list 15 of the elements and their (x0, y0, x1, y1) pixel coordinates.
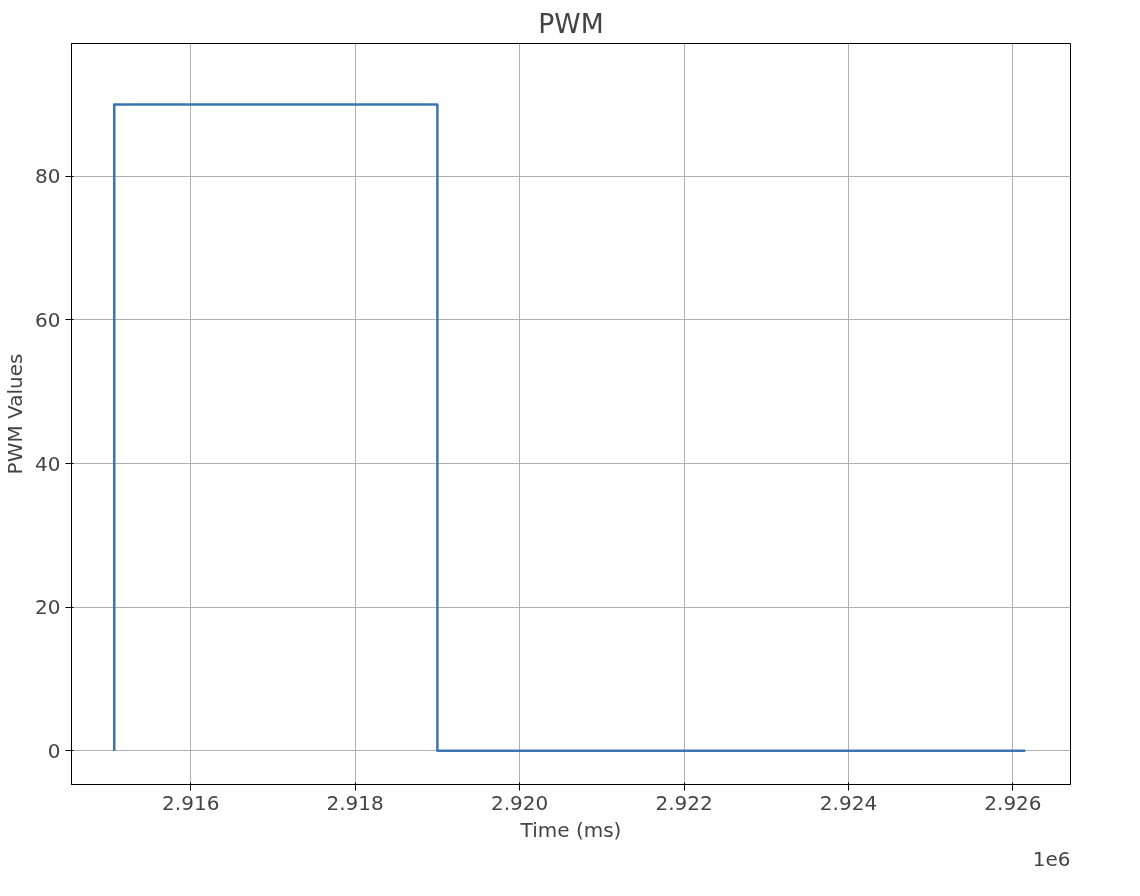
y-tick-label: 20 (35, 595, 61, 620)
y-tick-label: 0 (47, 738, 61, 763)
x-tick-label: 2.916 (162, 790, 220, 815)
x-tick-label: 2.918 (326, 790, 384, 815)
y-tick-label: 40 (35, 451, 61, 476)
x-tick-label: 2.922 (655, 790, 713, 815)
x-axis-title: Time (ms) (519, 817, 622, 842)
x-tick-label: 2.920 (490, 790, 549, 815)
text: 1e6 (1032, 846, 1071, 871)
y-tick-label: 80 (35, 164, 61, 189)
y-axis-title: PWM Values (3, 353, 28, 475)
y-tick-label: 60 (35, 307, 61, 332)
x-tick-label: 2.924 (819, 790, 878, 815)
chart-title: PWM (538, 7, 604, 39)
x-tick-label: 2.926 (984, 790, 1042, 815)
